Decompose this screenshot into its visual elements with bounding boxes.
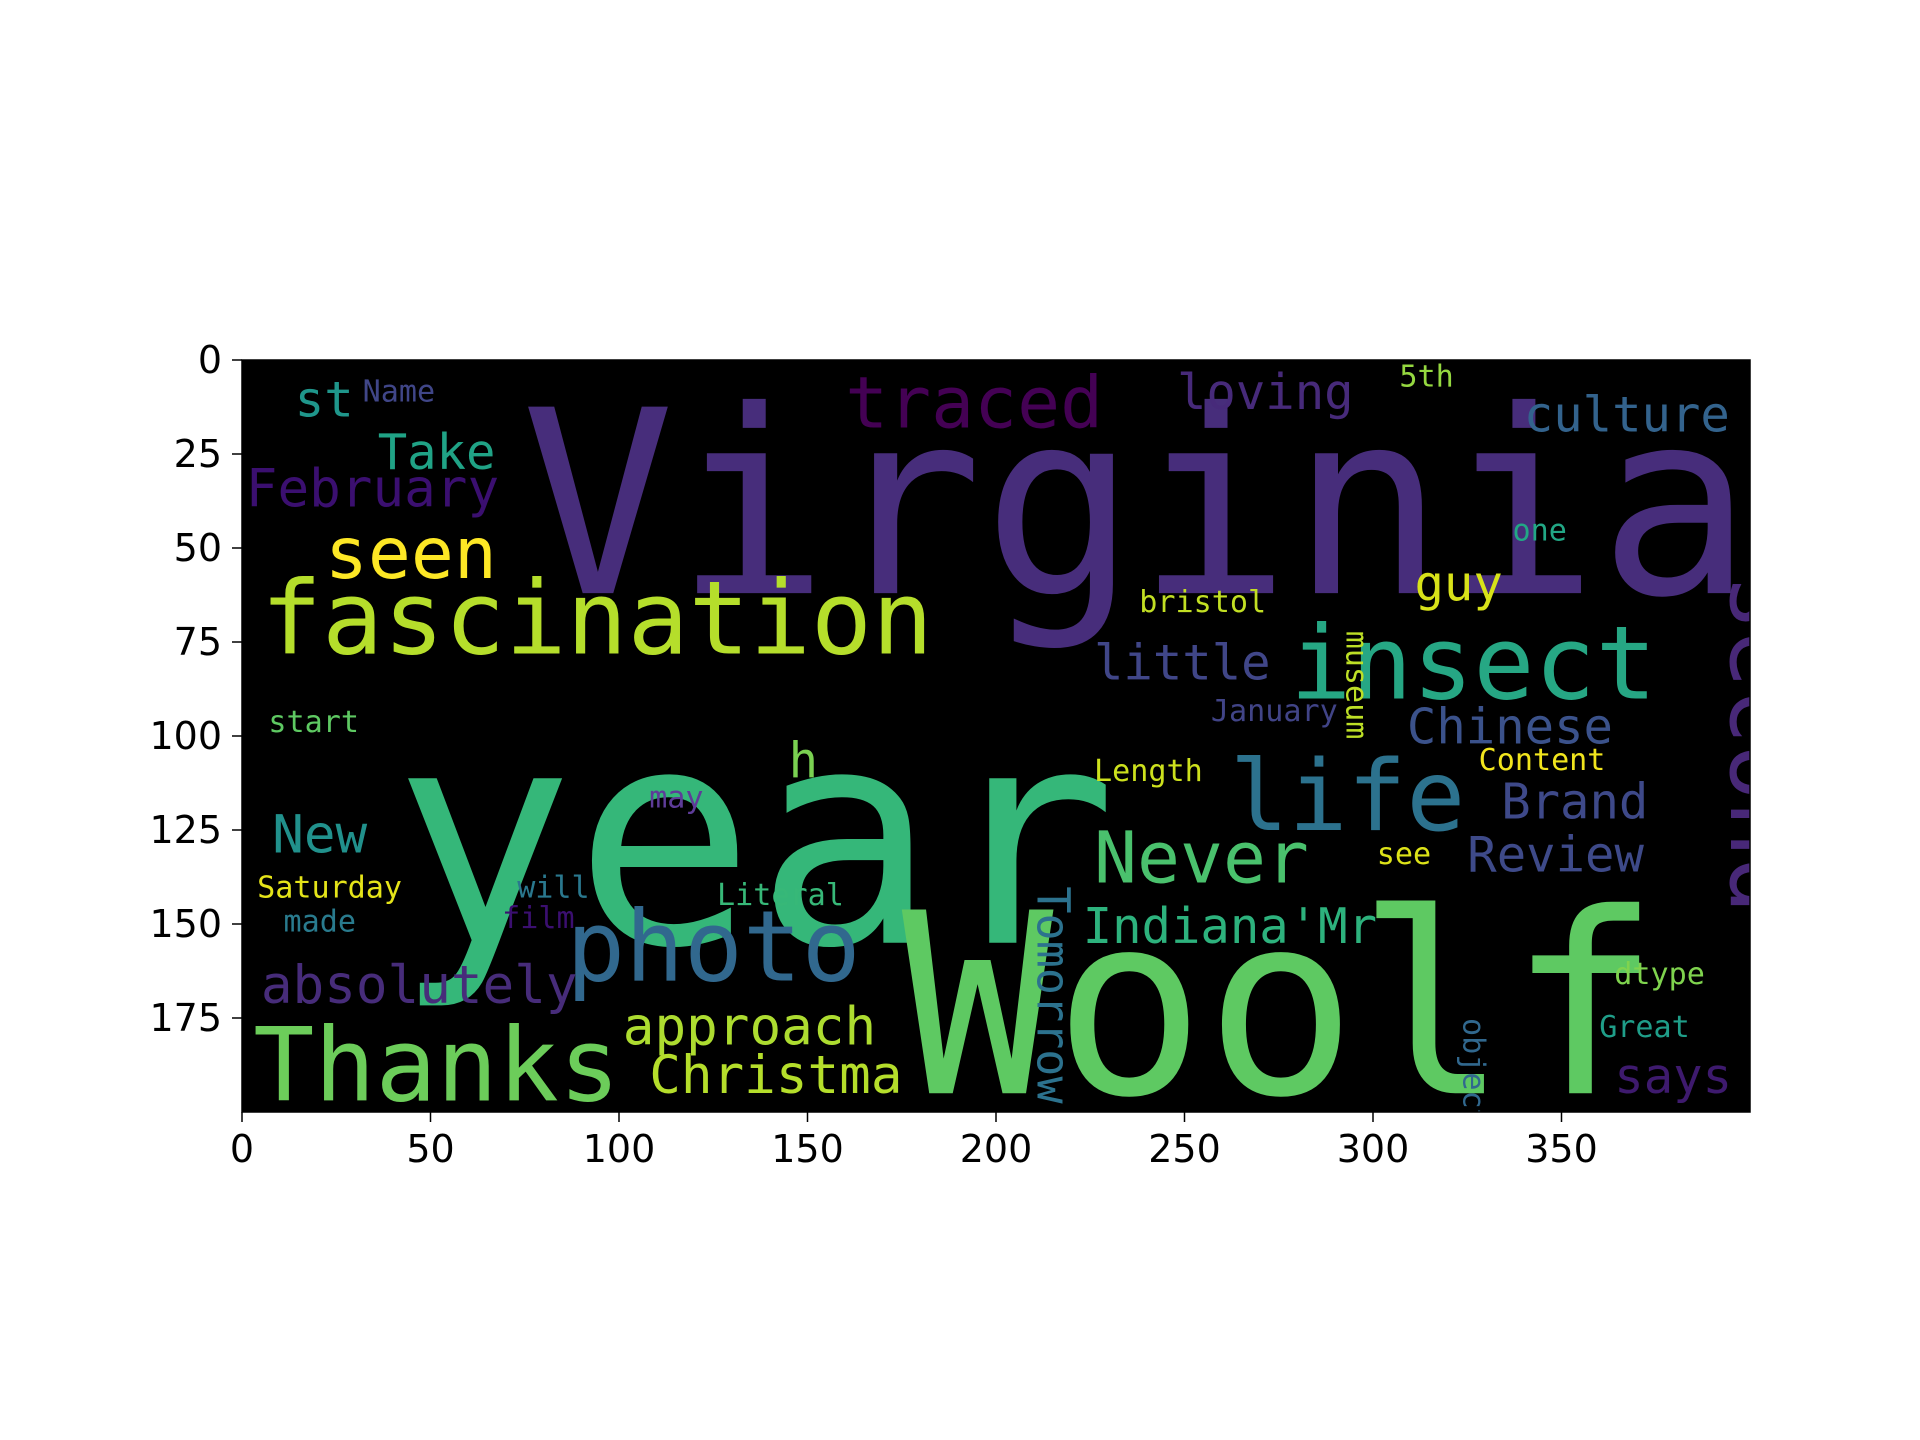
y-tick-label: 25 — [174, 432, 222, 476]
x-tick-label: 100 — [583, 1127, 656, 1171]
y-tick-label: 50 — [174, 526, 222, 570]
word-see: see — [1377, 837, 1431, 872]
word-great: Great — [1599, 1010, 1690, 1045]
word-seen: seen — [325, 512, 497, 595]
word-one: one — [1513, 514, 1567, 549]
word-brand: Brand — [1501, 774, 1648, 831]
y-tick-label: 100 — [149, 714, 222, 758]
x-axis: 0 50 100 150 200 250 300 350 — [230, 1112, 1598, 1171]
y-tick-label: 150 — [149, 902, 222, 946]
x-tick-label: 0 — [230, 1127, 254, 1171]
word-february: February — [246, 459, 499, 520]
x-tick-label: 200 — [960, 1127, 1033, 1171]
word-little: little — [1094, 635, 1271, 692]
word-object: object — [1456, 1018, 1491, 1127]
x-tick-label: 350 — [1525, 1127, 1598, 1171]
word-may: may — [649, 780, 703, 815]
word-literal: Literal — [717, 878, 844, 913]
word-will: will — [517, 871, 589, 906]
word-museum: museum — [1339, 631, 1374, 740]
x-tick-label: 300 — [1337, 1127, 1410, 1171]
word-new: New — [272, 805, 367, 866]
word-culture: culture — [1524, 386, 1730, 443]
word-year: year — [393, 664, 1117, 1014]
word-absolutely: absolutely — [261, 955, 578, 1016]
word-says: says — [1614, 1048, 1732, 1105]
word-photo: photo — [566, 890, 860, 1004]
word-5th: 5th — [1399, 359, 1453, 394]
word-st: st — [295, 371, 354, 428]
word-chinese: Chinese — [1407, 699, 1613, 756]
word-made: made — [284, 905, 356, 940]
y-tick-label: 125 — [149, 808, 222, 852]
word-content: Content — [1479, 743, 1606, 778]
x-tick-label: 150 — [771, 1127, 844, 1171]
word-second: second — [1708, 574, 1817, 914]
word-h: h — [789, 732, 818, 789]
word-guy: guy — [1415, 556, 1503, 613]
word-woolf: Woolf — [902, 860, 1660, 1153]
x-tick-label: 250 — [1148, 1127, 1221, 1171]
word-saturday: Saturday — [257, 871, 402, 906]
word-review: Review — [1467, 826, 1644, 883]
word-indiana-mr: Indiana'Mr — [1083, 898, 1377, 955]
word-bristol: bristol — [1139, 585, 1266, 620]
word-thanks: Thanks — [253, 1007, 620, 1125]
word-january: January — [1211, 694, 1338, 729]
word-life: life — [1230, 740, 1466, 854]
word-dtype: dtype — [1614, 957, 1705, 992]
y-tick-label: 175 — [149, 996, 222, 1040]
word-insect: insect — [1290, 604, 1657, 722]
word-start: start — [268, 705, 359, 740]
word-never: Never — [1094, 817, 1309, 900]
wordcloud-image-background — [242, 360, 1750, 1112]
y-tick-label: 0 — [198, 338, 222, 382]
y-tick-label: 75 — [174, 620, 222, 664]
word-virginia: Virginia — [521, 357, 1753, 654]
word-christma: Christma — [649, 1045, 902, 1106]
word-approach: approach — [623, 996, 876, 1057]
word-fascination: fascination — [261, 559, 933, 677]
word-film: film — [502, 901, 574, 936]
x-tick-label: 50 — [406, 1127, 454, 1171]
word-traced: traced — [845, 362, 1103, 445]
word-length: Length — [1094, 754, 1203, 789]
word-take: Take — [378, 424, 496, 481]
y-axis: 0 25 50 75 100 125 150 175 — [149, 338, 242, 1040]
word-loving: loving — [1177, 364, 1354, 421]
word-tomorrow: Tomorrow — [1027, 886, 1080, 1104]
word-name: Name — [363, 374, 435, 409]
